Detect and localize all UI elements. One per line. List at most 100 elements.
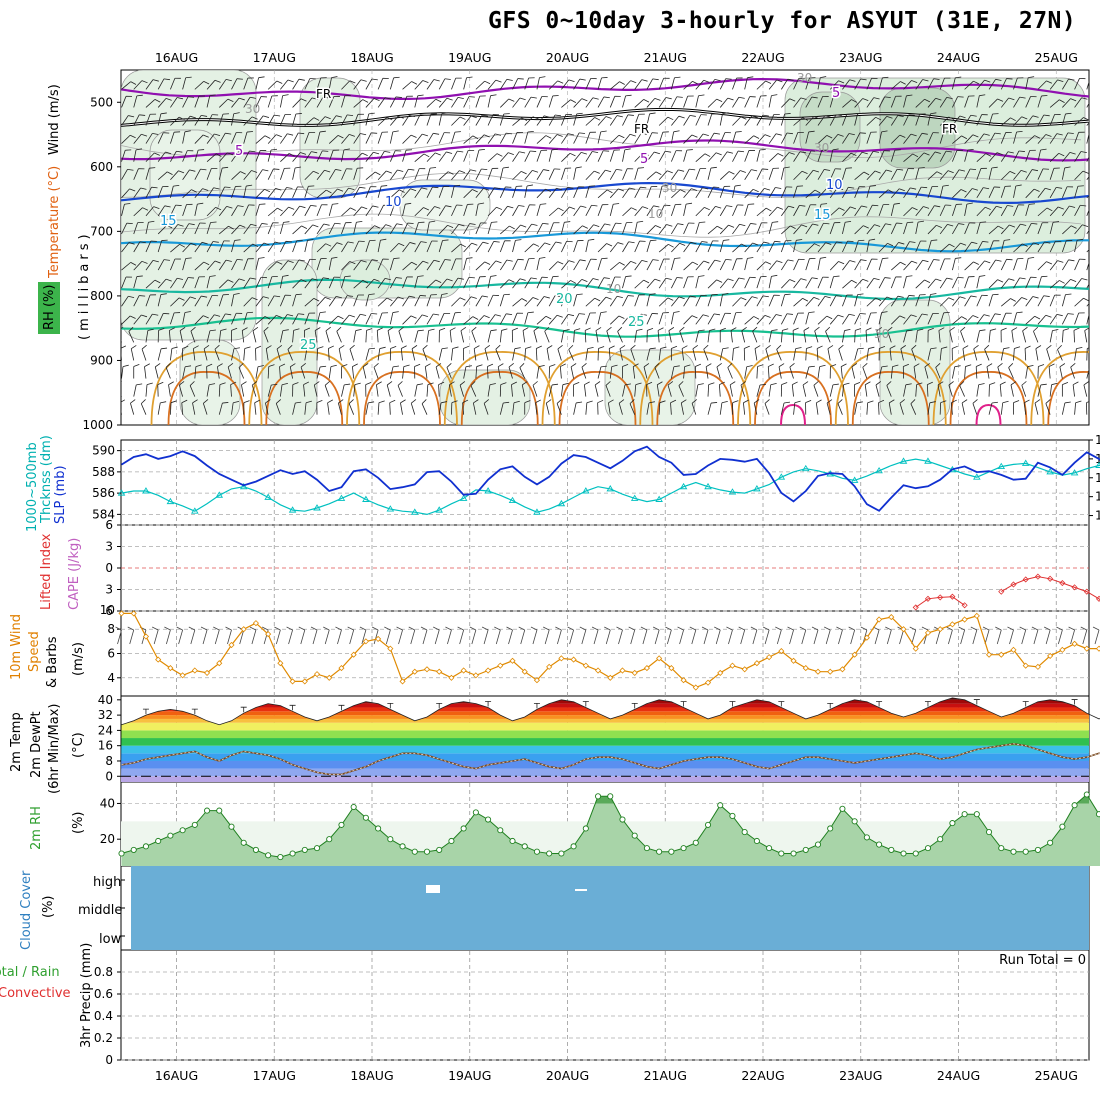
wind-barb-feather — [764, 134, 771, 138]
wind-barb-feather — [732, 400, 739, 404]
wind-barb — [1025, 135, 1035, 144]
wind-barb — [887, 330, 892, 343]
wind-barb-feather — [451, 400, 458, 404]
wind-barb-feather — [179, 381, 185, 386]
wind-barb — [903, 153, 913, 162]
wind-barb-feather — [1063, 328, 1070, 331]
surface-wind-barb — [1021, 629, 1027, 645]
wind-barb-feather — [946, 277, 953, 280]
wind-barb — [878, 312, 882, 325]
wind-barb-feather — [129, 188, 136, 192]
wind-barb — [927, 313, 934, 325]
wind-barb-feather — [592, 278, 599, 281]
wind-barb-feather — [813, 169, 820, 173]
wind-barb-feather — [863, 225, 869, 229]
surface-wind-barb — [581, 629, 587, 645]
wind-barb — [903, 95, 907, 108]
wind-barb — [646, 78, 654, 90]
wind-barb — [1062, 132, 1069, 144]
wind-barb — [459, 385, 465, 397]
wind-barb-feather — [972, 188, 978, 191]
wind-barb — [817, 188, 827, 199]
wind-barb — [341, 261, 351, 271]
wind-barb-feather — [366, 328, 373, 331]
wind-barb — [634, 206, 643, 217]
wind-barb-feather — [1043, 295, 1050, 297]
wind-barb — [218, 330, 222, 343]
surface-wind-feather — [995, 626, 1002, 631]
wind-barb-feather — [543, 169, 550, 172]
isotherm-line — [121, 231, 1089, 253]
wind-barb-feather — [973, 261, 979, 265]
thickness-point — [1070, 469, 1079, 476]
wind-barb — [377, 258, 384, 271]
wind-barb-feather — [789, 363, 795, 368]
wind-barb-feather — [544, 242, 551, 246]
wind-barb — [511, 384, 513, 397]
wind-barb-feather — [542, 222, 549, 225]
rh-area — [121, 794, 1100, 866]
wind-barb-feather — [343, 148, 350, 151]
wind-barb-feather — [752, 188, 759, 193]
wind-barb-feather — [337, 315, 344, 320]
thickness-point — [435, 506, 443, 513]
precip-tick-label: 0.2 — [94, 1031, 113, 1045]
wind-barb-feather — [784, 293, 791, 296]
wind-speed-point — [521, 668, 528, 675]
thickness-label: Thcknss (dm) — [39, 435, 54, 524]
wind-barb-feather — [347, 241, 354, 244]
wind-barb-feather — [892, 364, 899, 367]
wind-barb — [141, 348, 147, 361]
wind-barb — [817, 242, 826, 253]
wind-barb — [695, 133, 704, 144]
wind-barb — [842, 114, 848, 126]
wind-barb-feather — [606, 243, 613, 247]
wind-barb — [838, 348, 843, 361]
wind-barb — [768, 187, 776, 199]
wind-barb — [618, 403, 623, 415]
wind-barb-feather — [336, 326, 342, 332]
wind-barb — [646, 205, 654, 217]
wind-barb-feather — [258, 76, 265, 79]
wind-barb-feather — [316, 400, 323, 404]
wind-barb — [854, 205, 862, 217]
wind-barb-feather — [557, 344, 563, 350]
wind-barb — [1083, 384, 1088, 397]
surface-wind-barb — [129, 629, 135, 645]
wind-barb-feather — [128, 295, 135, 299]
wind-barb-feather — [237, 205, 244, 207]
wind-barb — [280, 206, 289, 217]
thickness-point — [215, 491, 224, 498]
wind-barb-feather — [691, 134, 698, 138]
wind-barb — [157, 132, 164, 144]
rh-point — [228, 823, 235, 830]
wind-barb — [487, 222, 492, 235]
wind-barb — [487, 366, 489, 379]
wind-barb-feather — [911, 80, 918, 83]
wind-barb-feather — [433, 313, 440, 316]
wind-barb — [157, 348, 162, 361]
wind-barb-feather — [643, 279, 650, 284]
wind-barb-feather — [624, 148, 631, 151]
wind-barb-feather — [532, 297, 539, 301]
wind-barb-feather — [560, 363, 566, 367]
wind-barb — [487, 153, 498, 162]
wind-speed-point — [839, 666, 846, 673]
wind-barb — [255, 189, 265, 199]
wind-barb-feather — [713, 132, 721, 135]
wind-barb — [729, 384, 733, 397]
wind-barb — [671, 223, 678, 235]
wind-barb-feather — [459, 116, 466, 120]
wind-barb — [292, 330, 295, 343]
wind-barb-feather — [948, 116, 955, 120]
wind-barb — [475, 261, 485, 271]
wind-barb — [1086, 209, 1089, 217]
rh-point — [179, 827, 186, 834]
wind-tick-label: 4 — [107, 671, 115, 685]
wind-barb — [1061, 186, 1068, 198]
wind-barb — [988, 330, 991, 343]
wind-barb — [194, 168, 201, 180]
wind-barb-feather — [937, 381, 944, 386]
wind-barb-feather — [970, 295, 977, 298]
wind-barb — [255, 204, 260, 216]
